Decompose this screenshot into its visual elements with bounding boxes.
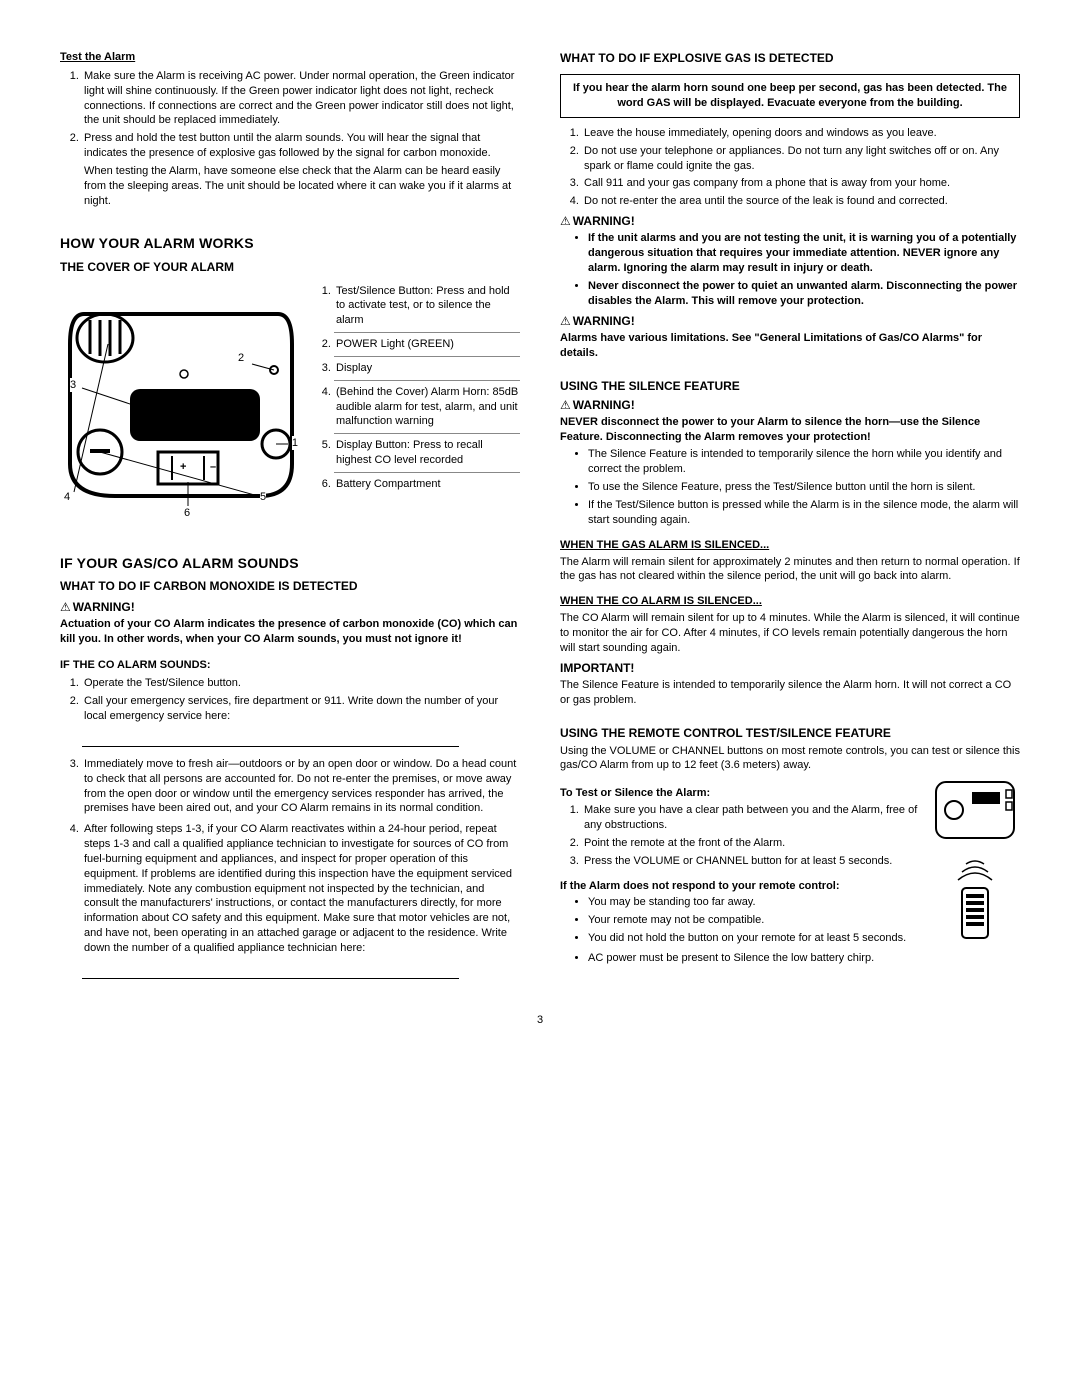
- warning-label: WARNING!: [560, 313, 1020, 329]
- silence-warn-text: NEVER disconnect the power to your Alarm…: [560, 415, 1020, 445]
- legend-item: POWER Light (GREEN): [334, 337, 520, 357]
- right-column: What to Do if Explosive Gas is Detected …: [560, 50, 1020, 989]
- write-in-line: [82, 978, 459, 979]
- if-not-list: You may be standing too far away. Your r…: [560, 895, 920, 946]
- list-item: Press the VOLUME or CHANNEL button for a…: [582, 854, 920, 869]
- list-item: If the Test/Silence button is pressed wh…: [588, 498, 1020, 528]
- co-silenced-text: The CO Alarm will remain silent for up t…: [560, 611, 1020, 656]
- if-co-sounds-heading: IF THE CO ALARM SOUNDS:: [60, 658, 520, 673]
- warning-label: WARNING!: [60, 599, 520, 615]
- list-item: Your remote may not be compatible.: [588, 913, 920, 928]
- test-alarm-tail: When testing the Alarm, have someone els…: [84, 164, 520, 209]
- gas-detected-heading: What to Do if Explosive Gas is Detected: [560, 50, 1020, 66]
- if-not-list-tail: AC power must be present to Silence the …: [560, 951, 1020, 966]
- gas-warn-bullets: If the unit alarms and you are not testi…: [560, 231, 1020, 308]
- callout-2: 2: [238, 351, 244, 366]
- if-sounds-heading: If Your Gas/CO Alarm Sounds: [60, 554, 520, 573]
- legend-item: Display: [334, 361, 520, 381]
- list-item: Make sure you have a clear path between …: [582, 803, 920, 833]
- to-test-heading: To Test or Silence the Alarm:: [560, 786, 920, 801]
- left-column: Test the Alarm Make sure the Alarm is re…: [60, 50, 520, 989]
- warning-label: WARNING!: [560, 397, 1020, 413]
- list-item: Do not re-enter the area until the sourc…: [582, 194, 1020, 209]
- to-test-list: Make sure you have a clear path between …: [560, 803, 920, 868]
- list-item: Call your emergency services, fire depar…: [82, 694, 520, 724]
- important-label: IMPORTANT!: [560, 660, 1020, 676]
- legend-item: Test/Silence Button: Press and hold to a…: [334, 284, 520, 334]
- remote-row: To Test or Silence the Alarm: Make sure …: [560, 776, 1020, 951]
- svg-text:+: +: [180, 461, 186, 473]
- gas-steps: Leave the house immediately, opening doo…: [560, 126, 1020, 209]
- list-item: Make sure the Alarm is receiving AC powe…: [82, 69, 520, 128]
- list-item: The Silence Feature is intended to tempo…: [588, 447, 1020, 477]
- write-in-line: [82, 746, 459, 747]
- gas-silenced-text: The Alarm will remain silent for approxi…: [560, 555, 1020, 585]
- if-not-respond-heading: If the Alarm does not respond to your re…: [560, 879, 920, 894]
- warning-label: WARNING!: [560, 213, 1020, 229]
- list-item: You did not hold the button on your remo…: [588, 931, 920, 946]
- gas-silenced-heading: WHEN THE GAS ALARM IS SILENCED...: [560, 538, 1020, 553]
- co-steps: Operate the Test/Silence button. Call yo…: [60, 676, 520, 724]
- remote-intro: Using the VOLUME or CHANNEL buttons on m…: [560, 744, 1020, 774]
- list-item: You may be standing too far away.: [588, 895, 920, 910]
- list-item: AC power must be present to Silence the …: [588, 951, 1020, 966]
- list-item: Never disconnect the power to quiet an u…: [588, 279, 1020, 309]
- list-item: Press and hold the test button until the…: [82, 131, 520, 208]
- how-works-heading: How Your Alarm Works: [60, 234, 520, 253]
- callout-5: 5: [260, 490, 266, 505]
- important-text: The Silence Feature is intended to tempo…: [560, 678, 1020, 708]
- page-number: 3: [60, 1013, 1020, 1028]
- legend-item: Display Button: Press to recall highest …: [334, 438, 520, 473]
- list-item: Leave the house immediately, opening doo…: [582, 126, 1020, 141]
- list-item: To use the Silence Feature, press the Te…: [588, 480, 1020, 495]
- alarm-diagram: + – 1 2 3 4 5 6: [60, 284, 300, 524]
- cover-heading: The Cover of Your Alarm: [60, 259, 520, 275]
- co-warning-text: Actuation of your CO Alarm indicates the…: [60, 617, 520, 647]
- page: Test the Alarm Make sure the Alarm is re…: [60, 50, 1020, 989]
- remote-heading: Using the Remote Control Test/Silence Fe…: [560, 725, 1020, 741]
- remote-diagram: [930, 776, 1020, 951]
- list-item: Call 911 and your gas company from a pho…: [582, 176, 1020, 191]
- list-item: Do not use your telephone or appliances.…: [582, 144, 1020, 174]
- co-steps-cont: Immediately move to fresh air—outdoors o…: [60, 757, 520, 956]
- legend-item: Battery Compartment: [334, 477, 520, 496]
- legend-item: (Behind the Cover) Alarm Horn: 85dB audi…: [334, 385, 520, 435]
- test-alarm-heading: Test the Alarm: [60, 50, 520, 65]
- svg-text:–: –: [210, 461, 216, 473]
- callout-1: 1: [292, 436, 298, 451]
- co-silenced-heading: WHEN THE CO ALARM IS SILENCED...: [560, 594, 1020, 609]
- list-item: Operate the Test/Silence button.: [82, 676, 520, 691]
- silence-bullets: The Silence Feature is intended to tempo…: [560, 447, 1020, 527]
- list-item: If the unit alarms and you are not testi…: [588, 231, 1020, 276]
- callout-3: 3: [70, 378, 76, 393]
- list-item: After following steps 1-3, if your CO Al…: [82, 822, 520, 956]
- diagram-legend: Test/Silence Button: Press and hold to a…: [314, 284, 520, 524]
- test-alarm-list: Make sure the Alarm is receiving AC powe…: [60, 69, 520, 209]
- list-item: Immediately move to fresh air—outdoors o…: [82, 757, 520, 816]
- callout-4: 4: [64, 490, 70, 505]
- silence-heading: Using the Silence Feature: [560, 378, 1020, 394]
- warn-limitations: Alarms have various limitations. See "Ge…: [560, 331, 1020, 361]
- list-item: Point the remote at the front of the Ala…: [582, 836, 920, 851]
- gas-detected-box: If you hear the alarm horn sound one bee…: [560, 74, 1020, 118]
- callout-6: 6: [184, 506, 190, 521]
- co-detected-heading: What to Do if Carbon Monoxide is Detecte…: [60, 578, 520, 594]
- remote-text-col: To Test or Silence the Alarm: Make sure …: [560, 776, 920, 949]
- alarm-diagram-wrap: + – 1 2 3 4 5 6 Test/Si: [60, 284, 520, 524]
